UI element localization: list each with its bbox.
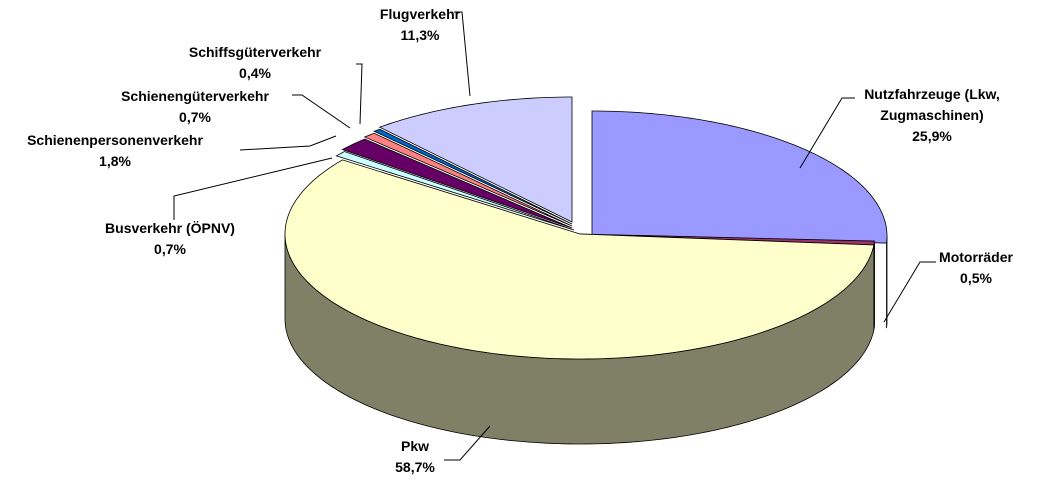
category-label: Busverkehr (ÖPNV) — [105, 220, 235, 236]
leader-line — [883, 261, 936, 323]
category-label: Schienengüterverkehr — [121, 88, 269, 104]
value-label: 0,5% — [960, 270, 992, 286]
leader-line — [799, 97, 855, 169]
slice — [284, 159, 875, 360]
data-label: Motorräder 0,5% — [939, 247, 1013, 289]
data-label: Schienenpersonenverkehr 1,8% — [27, 130, 203, 172]
leader-line — [356, 63, 363, 125]
data-label: Schiffsgüterverkehr 0,4% — [189, 42, 321, 84]
category-label: Schienenpersonenverkehr — [27, 132, 203, 148]
slice — [341, 138, 573, 229]
value-label: 0,7% — [154, 241, 186, 257]
data-label: Flugverkehr 11,3% — [380, 4, 460, 46]
leader-line — [444, 425, 491, 461]
slice — [591, 110, 888, 244]
data-label: Busverkehr (ÖPNV) 0,7% — [105, 218, 235, 260]
category-label: Motorräder — [939, 249, 1013, 265]
value-label: 11,3% — [400, 27, 440, 43]
leader-line — [454, 11, 471, 97]
slice — [335, 151, 575, 231]
value-label: 0,4% — [239, 65, 271, 81]
value-label: 0,7% — [179, 109, 211, 125]
category-label: Schiffsgüterverkehr — [188, 44, 322, 60]
slice — [373, 128, 573, 225]
leader-line — [292, 94, 351, 129]
value-label: 58,7% — [395, 459, 435, 475]
data-label: Pkw 58,7% — [395, 436, 435, 478]
category-label: Nutzfahrzeuge (Lkw, Zugmaschinen) — [864, 86, 1000, 123]
leader-line — [173, 157, 333, 220]
data-label: Schienengüterverkehr 0,7% — [121, 86, 269, 128]
value-label: 25,9% — [912, 128, 952, 144]
value-label: 1,8% — [99, 153, 131, 169]
slice — [363, 132, 573, 227]
category-label: Pkw — [400, 438, 430, 454]
category-label: Flugverkehr — [379, 6, 461, 22]
leader-line — [239, 135, 337, 151]
data-label: Nutzfahrzeuge (Lkw, Zugmaschinen) 25,9% — [845, 84, 1020, 147]
slice — [378, 96, 573, 223]
